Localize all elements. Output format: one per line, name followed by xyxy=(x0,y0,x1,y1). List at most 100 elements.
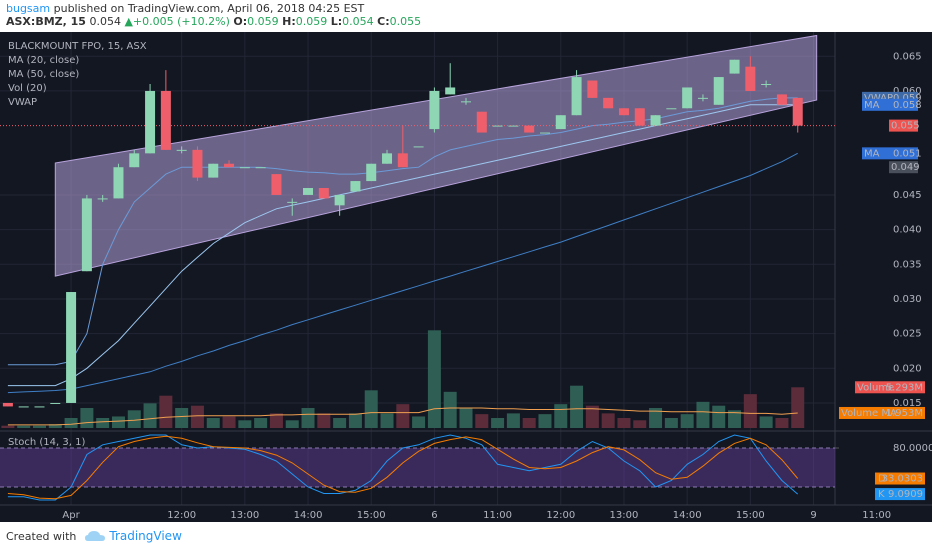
volume-bar xyxy=(80,408,94,428)
x-tick-label: 12:00 xyxy=(546,510,575,521)
volume-bar xyxy=(222,416,236,428)
volume-bar xyxy=(143,403,157,428)
volume-bar xyxy=(48,424,62,428)
candle-body xyxy=(555,115,566,130)
volume-ma-line xyxy=(7,407,798,426)
candle-body xyxy=(34,406,45,408)
volume-bar xyxy=(1,425,15,428)
ohlc-value: 0.059 xyxy=(295,15,328,28)
candle-body xyxy=(160,90,171,150)
candle-body xyxy=(366,163,377,182)
volume-bar xyxy=(96,418,110,428)
volume-bar xyxy=(649,408,663,428)
volume-bar xyxy=(380,413,394,428)
volume-bar xyxy=(17,425,31,428)
overlay-line xyxy=(7,152,798,394)
candle-body xyxy=(18,406,29,408)
candle-body xyxy=(350,181,361,192)
candle-body xyxy=(713,77,724,105)
candle-body xyxy=(524,125,535,133)
candle-body xyxy=(2,402,13,407)
volume-bar xyxy=(190,405,204,428)
quote-line: ASX:BMZ, 15 0.054 ▲+0.005 (+10.2%) O:0.0… xyxy=(6,15,932,28)
candle-body xyxy=(66,292,77,403)
volume-bar xyxy=(333,418,347,428)
ohlc-label: L: xyxy=(330,15,343,28)
candle-body xyxy=(761,84,772,86)
stoch-tag-value: 33.0303 xyxy=(882,474,923,485)
price-tag-value: 0.051 xyxy=(893,148,922,159)
volume-bar xyxy=(412,416,426,428)
candle-body xyxy=(413,146,424,148)
y-tick-label: 0.065 xyxy=(893,51,922,62)
candle-body xyxy=(397,153,408,168)
legend-entry: MA (20, close) xyxy=(8,55,79,66)
candle-body xyxy=(492,125,503,127)
volume-bar xyxy=(680,414,694,428)
volume-bar xyxy=(206,418,220,428)
candle-body xyxy=(192,149,203,178)
volume-bar xyxy=(127,410,141,428)
volume-bar xyxy=(791,387,805,428)
published: published on TradingView.com, April 06, … xyxy=(53,2,365,15)
x-tick-label: Apr xyxy=(62,510,80,521)
candle-body xyxy=(618,108,629,116)
price-tag xyxy=(862,147,918,160)
brand[interactable]: TradingView xyxy=(109,529,182,543)
overlay-line xyxy=(7,97,798,366)
candle-body xyxy=(145,90,156,154)
candle-body xyxy=(508,125,519,127)
price-tag-name: VWAP xyxy=(864,93,893,104)
change: +0.005 (+10.2%) xyxy=(132,15,230,28)
y-tick-label: 0.025 xyxy=(893,329,922,340)
price-tag-value: 0.058 xyxy=(893,100,922,111)
created-with: Created with xyxy=(6,529,77,543)
volume-bar xyxy=(538,414,552,428)
candle-body xyxy=(303,188,314,195)
candle-body xyxy=(334,194,345,206)
stoch-tag-name: K xyxy=(878,489,885,500)
x-tick-label: 11:00 xyxy=(483,510,512,521)
volume-bar xyxy=(285,420,299,428)
price-tag-value: 0.059 xyxy=(893,93,922,104)
candle-body xyxy=(650,115,661,126)
volume-bar xyxy=(348,413,362,428)
stoch-tag-name: D xyxy=(878,474,886,485)
volume-bar xyxy=(427,330,441,428)
candle-body xyxy=(287,201,298,203)
y-tick-label: 0.040 xyxy=(893,225,922,236)
x-tick-label: 15:00 xyxy=(357,510,386,521)
price-tag xyxy=(889,161,918,174)
volume-bar xyxy=(633,420,647,428)
y-tick-label: 0.030 xyxy=(893,294,922,305)
candle-body xyxy=(113,167,124,199)
volume-bar xyxy=(585,405,599,428)
candle-body xyxy=(729,59,740,74)
candle-body xyxy=(792,97,803,126)
volume-bar xyxy=(317,413,331,428)
volume-tag-name: Volume MA xyxy=(841,408,897,419)
candle-body xyxy=(97,198,108,200)
y-tick-label: 0.020 xyxy=(893,363,922,374)
volume-bar xyxy=(301,408,315,428)
stoch-tag xyxy=(875,488,925,501)
x-tick-label: 9 xyxy=(810,510,816,521)
x-tick-label: 6 xyxy=(431,510,437,521)
x-tick-label: 14:00 xyxy=(294,510,323,521)
y-tick-label: 0.045 xyxy=(893,190,922,201)
volume-bar xyxy=(775,418,789,428)
volume-bar xyxy=(728,410,742,428)
price-tag-name: MA xyxy=(864,148,880,159)
volume-bar xyxy=(443,391,457,428)
volume-bar xyxy=(459,408,473,428)
x-tick-label: 12:00 xyxy=(167,510,196,521)
user-link[interactable]: bugsam xyxy=(6,2,51,15)
candle-body xyxy=(587,80,598,98)
candle-body xyxy=(445,87,456,95)
volume-bar xyxy=(664,418,678,428)
candle-body xyxy=(666,108,677,110)
price-tag xyxy=(889,119,918,132)
ohlc-value: 0.055 xyxy=(389,15,422,28)
volume-bar xyxy=(364,390,378,428)
volume-tag-value: 5.293M xyxy=(886,382,923,393)
